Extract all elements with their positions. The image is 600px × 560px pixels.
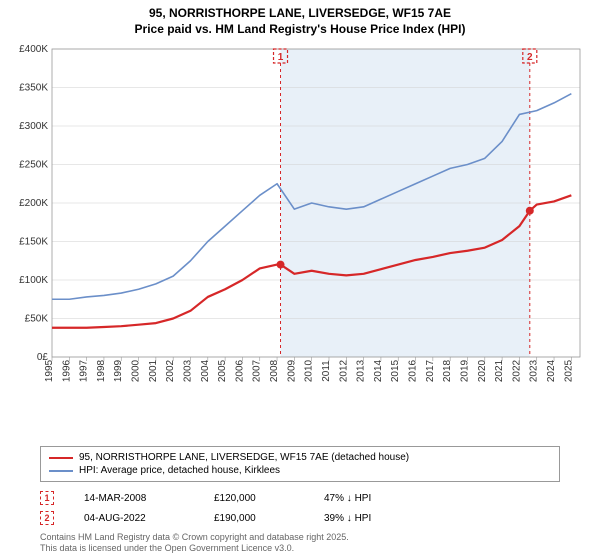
- xtick-label: 2010: [304, 360, 315, 383]
- marker-num-inchart: 1: [278, 52, 284, 63]
- xtick-label: 2007: [252, 360, 263, 383]
- xtick-label: 1998: [96, 360, 107, 383]
- marker-rows: 1 14-MAR-2008 £120,000 47% ↓ HPI 2 04-AUG-202…: [40, 488, 560, 528]
- xtick-label: 2011: [321, 360, 332, 382]
- marker-date: 14-MAR-2008: [84, 493, 184, 504]
- legend-label: 95, NORRISTHORPE LANE, LIVERSEDGE, WF15 …: [79, 452, 409, 463]
- title-block: 95, NORRISTHORPE LANE, LIVERSEDGE, WF15 …: [0, 0, 600, 39]
- marker-date: 04-AUG-2022: [84, 513, 184, 524]
- marker-num-inchart: 2: [527, 52, 533, 63]
- title-line2: Price paid vs. HM Land Registry's House …: [0, 22, 600, 38]
- xtick-label: 2023: [529, 360, 540, 383]
- container: 95, NORRISTHORPE LANE, LIVERSEDGE, WF15 …: [0, 0, 600, 560]
- xtick-label: 2014: [373, 360, 384, 383]
- marker-dot: [526, 207, 534, 215]
- legend-line: [49, 470, 73, 472]
- xtick-label: 2019: [459, 360, 470, 383]
- marker-detail-row: 2 04-AUG-2022 £190,000 39% ↓ HPI: [40, 508, 560, 528]
- ytick-label: £400K: [19, 44, 48, 55]
- ytick-label: £100K: [19, 275, 48, 286]
- xtick-label: 1995: [44, 360, 55, 383]
- ytick-label: £50K: [25, 314, 49, 325]
- xtick-label: 2000: [131, 360, 142, 383]
- marker-pct: 47% ↓ HPI: [324, 493, 424, 504]
- xtick-label: 2024: [546, 360, 557, 383]
- ytick-label: £200K: [19, 198, 48, 209]
- legend-line: [49, 457, 73, 459]
- legend-label: HPI: Average price, detached house, Kirk…: [79, 465, 280, 476]
- title-line1: 95, NORRISTHORPE LANE, LIVERSEDGE, WF15 …: [0, 6, 600, 22]
- marker-price: £120,000: [214, 493, 294, 504]
- xtick-label: 2006: [234, 360, 245, 383]
- xtick-label: 2022: [511, 360, 522, 383]
- marker-detail-row: 1 14-MAR-2008 £120,000 47% ↓ HPI: [40, 488, 560, 508]
- xtick-label: 2008: [269, 360, 280, 383]
- marker-dot: [277, 261, 285, 269]
- ytick-label: £250K: [19, 160, 48, 171]
- legend-box: 95, NORRISTHORPE LANE, LIVERSEDGE, WF15 …: [40, 446, 560, 482]
- xtick-label: 2003: [182, 360, 193, 383]
- xtick-label: 2017: [425, 360, 436, 383]
- xtick-label: 2005: [217, 360, 228, 383]
- xtick-label: 1999: [113, 360, 124, 383]
- ytick-label: £300K: [19, 121, 48, 132]
- chart-svg: 0££50K£100K£150K£200K£250K£300K£350K£400…: [10, 43, 590, 383]
- footer: Contains HM Land Registry data © Crown c…: [40, 532, 560, 554]
- marker-price: £190,000: [214, 513, 294, 524]
- chart-area: 0££50K£100K£150K£200K£250K£300K£350K£400…: [10, 43, 590, 440]
- marker-pct: 39% ↓ HPI: [324, 513, 424, 524]
- footer-line1: Contains HM Land Registry data © Crown c…: [40, 532, 560, 543]
- xtick-label: 2002: [165, 360, 176, 383]
- xtick-label: 2009: [286, 360, 297, 383]
- xtick-label: 2018: [442, 360, 453, 383]
- marker-number-box: 1: [40, 491, 54, 505]
- marker-number-box: 2: [40, 511, 54, 525]
- ytick-label: £350K: [19, 83, 48, 94]
- xtick-label: 2025: [563, 360, 574, 383]
- xtick-label: 2012: [338, 360, 349, 383]
- xtick-label: 2021: [494, 360, 505, 383]
- xtick-label: 2013: [356, 360, 367, 383]
- legend-row: HPI: Average price, detached house, Kirk…: [49, 464, 551, 477]
- xtick-label: 2004: [200, 360, 211, 383]
- xtick-label: 1997: [79, 360, 90, 383]
- xtick-label: 2016: [408, 360, 419, 383]
- xtick-label: 2020: [477, 360, 488, 383]
- xtick-label: 2015: [390, 360, 401, 383]
- xtick-label: 2001: [148, 360, 159, 383]
- xtick-label: 1996: [61, 360, 72, 383]
- footer-line2: This data is licensed under the Open Gov…: [40, 543, 560, 554]
- legend-row: 95, NORRISTHORPE LANE, LIVERSEDGE, WF15 …: [49, 451, 551, 464]
- ytick-label: £150K: [19, 237, 48, 248]
